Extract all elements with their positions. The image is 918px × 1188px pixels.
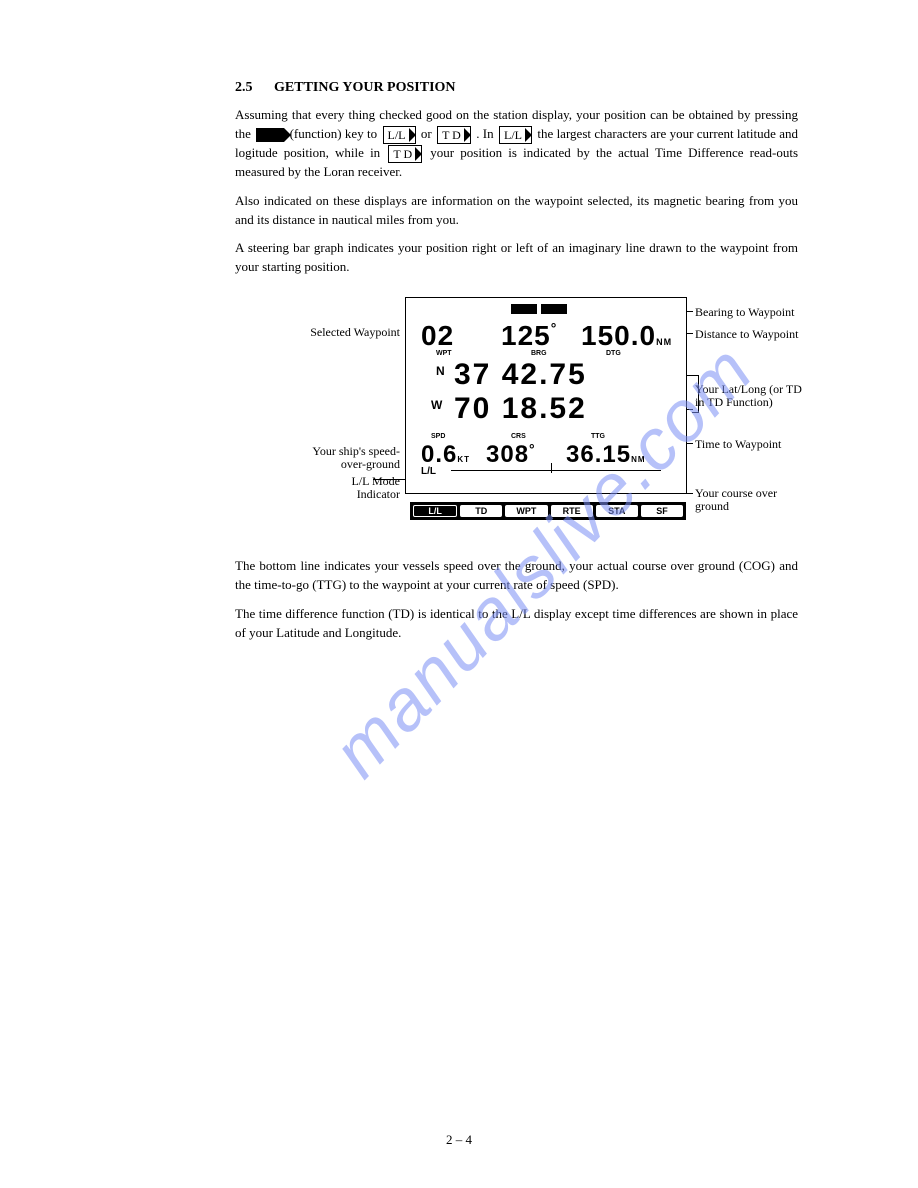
callout-ttg: Time to Waypoint	[695, 437, 781, 452]
callout-latlong: Your Lat/Long (or TD in TD Function)	[695, 383, 802, 409]
callout-bearing: Bearing to Waypoint	[695, 305, 794, 320]
btn-sf: SF	[641, 505, 683, 517]
lat-value: 37 42.75	[454, 358, 587, 392]
paragraph-1: Assuming that every thing checked good o…	[235, 106, 798, 182]
spd-label: SPD	[431, 433, 445, 440]
brg-value: 125°	[501, 320, 557, 352]
page-number: 2 – 4	[0, 1132, 918, 1148]
wpt-value: 02	[421, 320, 454, 352]
dtg-value: 150.0NM	[581, 320, 672, 352]
crs-value: 308°	[486, 441, 536, 469]
dtg-label: DTG	[606, 350, 621, 357]
paragraph-4: The bottom line indicates your vessels s…	[235, 557, 798, 595]
callout-speed: Your ship's speed- over-ground	[255, 445, 400, 471]
w-label: W	[431, 398, 442, 412]
callout-selected-waypoint: Selected Waypoint	[255, 325, 400, 340]
ttg-value: 36.15NM	[566, 441, 646, 469]
ll-key-icon: L/L	[383, 126, 416, 144]
bottom-tick	[551, 463, 552, 473]
wpt-label: WPT	[436, 350, 452, 357]
paragraph-3: A steering bar graph indicates your posi…	[235, 239, 798, 277]
section-number: 2.5	[235, 80, 253, 96]
brg-label: BRG	[531, 350, 547, 357]
callout-bracket	[692, 375, 699, 413]
section-title-text: GETTING YOUR POSITION	[274, 80, 456, 95]
function-key-icon	[256, 128, 284, 142]
btn-ll: L/L	[413, 505, 457, 517]
btn-rte: RTE	[551, 505, 593, 517]
btn-sta: STA	[596, 505, 638, 517]
td-key-icon: T D	[437, 126, 471, 144]
bottom-line	[451, 470, 661, 471]
n-label: N	[436, 364, 445, 378]
ll-key-icon-2: L/L	[499, 126, 532, 144]
section-heading: 2.5 GETTING YOUR POSITION	[235, 80, 798, 96]
paragraph-5: The time difference function (TD) is ide…	[235, 605, 798, 643]
paragraph-2: Also indicated on these displays are inf…	[235, 192, 798, 230]
btn-td: TD	[460, 505, 502, 517]
lon-value: 70 18.52	[454, 392, 587, 426]
ll-indicator: L/L	[421, 466, 436, 477]
btn-wpt: WPT	[505, 505, 547, 517]
p1c: or	[421, 126, 435, 141]
spd-value: 0.6KT	[421, 441, 470, 469]
callout-cog: Your course over ground	[695, 487, 777, 513]
p1b: (function) key to	[290, 126, 381, 141]
td-key-icon-2: T D	[388, 145, 422, 163]
p1d: . In	[476, 126, 497, 141]
crs-label: CRS	[511, 433, 526, 440]
lcd-screen: 02 125° 150.0NM WPT BRG DTG N W 37 42.75…	[405, 297, 687, 494]
callout-distance: Distance to Waypoint	[695, 327, 798, 342]
steering-bar	[511, 304, 567, 314]
ttg-label: TTG	[591, 433, 605, 440]
lcd-diagram: Selected Waypoint Your ship's speed- ove…	[255, 297, 815, 537]
function-button-bar: L/L TD WPT RTE STA SF	[410, 502, 686, 520]
